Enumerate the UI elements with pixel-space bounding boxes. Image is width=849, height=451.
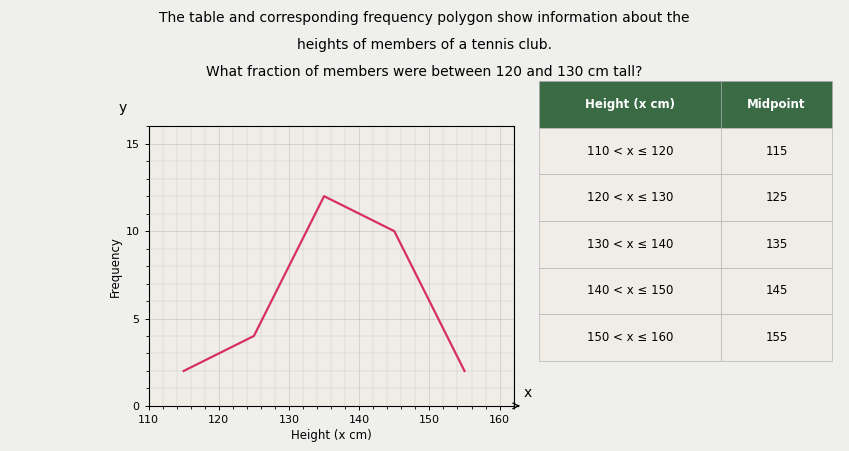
- Text: 110 < x ≤ 120: 110 < x ≤ 120: [587, 145, 673, 157]
- Bar: [539, 267, 721, 314]
- Text: 135: 135: [765, 238, 788, 251]
- Text: heights of members of a tennis club.: heights of members of a tennis club.: [297, 38, 552, 52]
- Text: 150 < x ≤ 160: 150 < x ≤ 160: [587, 331, 673, 344]
- Bar: [721, 314, 832, 361]
- Bar: [539, 314, 721, 361]
- Bar: [539, 81, 721, 128]
- Text: 130 < x ≤ 140: 130 < x ≤ 140: [587, 238, 673, 251]
- Bar: [721, 175, 832, 221]
- Text: 155: 155: [765, 331, 788, 344]
- Bar: [721, 267, 832, 314]
- Text: x: x: [524, 387, 532, 400]
- Text: 120 < x ≤ 130: 120 < x ≤ 130: [587, 191, 673, 204]
- Bar: [539, 175, 721, 221]
- Bar: [721, 221, 832, 267]
- Text: Height (x cm): Height (x cm): [585, 98, 675, 111]
- Bar: [721, 128, 832, 175]
- Text: What fraction of members were between 120 and 130 cm tall?: What fraction of members were between 12…: [206, 65, 643, 79]
- Text: 125: 125: [765, 191, 788, 204]
- Text: The table and corresponding frequency polygon show information about the: The table and corresponding frequency po…: [160, 11, 689, 25]
- Text: 140 < x ≤ 150: 140 < x ≤ 150: [587, 285, 673, 297]
- Text: 115: 115: [765, 145, 788, 157]
- Bar: [721, 81, 832, 128]
- Bar: [539, 221, 721, 267]
- Text: 145: 145: [765, 285, 788, 297]
- Bar: [539, 128, 721, 175]
- Text: Midpoint: Midpoint: [747, 98, 806, 111]
- Y-axis label: Frequency: Frequency: [109, 236, 121, 296]
- Text: y: y: [119, 101, 127, 115]
- X-axis label: Height (x cm): Height (x cm): [290, 429, 372, 442]
